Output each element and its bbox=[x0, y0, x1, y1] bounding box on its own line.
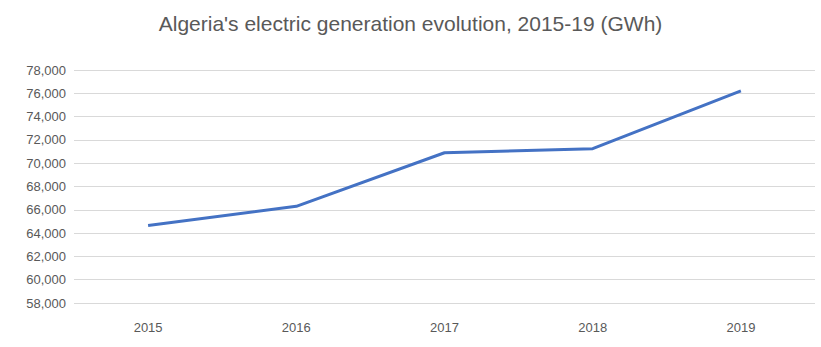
svg-text:66,000: 66,000 bbox=[26, 202, 66, 217]
svg-text:2017: 2017 bbox=[430, 320, 459, 335]
svg-text:72,000: 72,000 bbox=[26, 132, 66, 147]
svg-text:2018: 2018 bbox=[578, 320, 607, 335]
svg-text:2019: 2019 bbox=[726, 320, 755, 335]
svg-text:Algeria's electric generation: Algeria's electric generation evolution,… bbox=[159, 12, 663, 35]
svg-text:76,000: 76,000 bbox=[26, 86, 66, 101]
svg-text:68,000: 68,000 bbox=[26, 179, 66, 194]
svg-text:64,000: 64,000 bbox=[26, 226, 66, 241]
svg-text:78,000: 78,000 bbox=[26, 63, 66, 78]
svg-text:2016: 2016 bbox=[282, 320, 311, 335]
svg-text:74,000: 74,000 bbox=[26, 109, 66, 124]
svg-text:62,000: 62,000 bbox=[26, 249, 66, 264]
svg-text:2015: 2015 bbox=[134, 320, 163, 335]
svg-text:60,000: 60,000 bbox=[26, 272, 66, 287]
svg-text:70,000: 70,000 bbox=[26, 156, 66, 171]
svg-text:58,000: 58,000 bbox=[26, 296, 66, 311]
